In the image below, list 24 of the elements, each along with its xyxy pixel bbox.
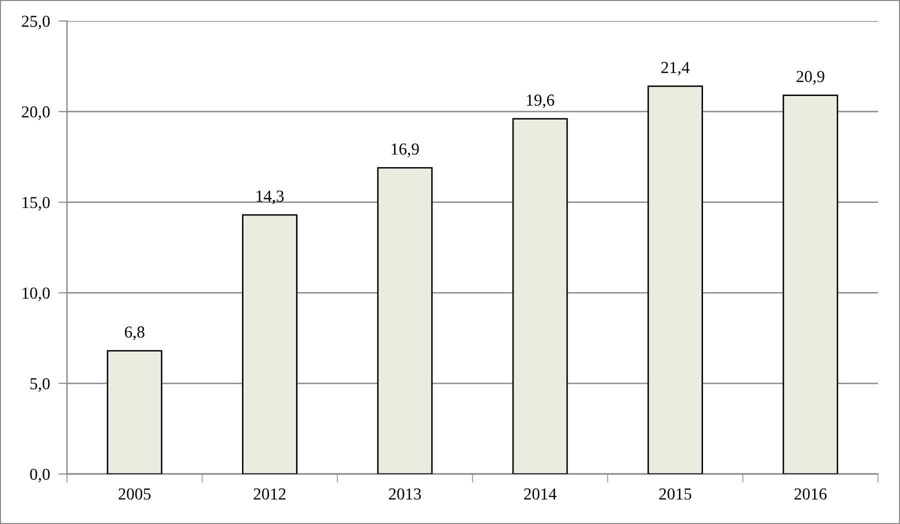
data-label: 6,8 bbox=[124, 326, 144, 340]
data-label: 20,9 bbox=[796, 70, 824, 85]
bar bbox=[512, 118, 568, 474]
bar bbox=[648, 86, 703, 474]
x-tick-label: 2014 bbox=[524, 488, 556, 500]
bar bbox=[377, 167, 433, 474]
y-tick-label: 15,0 bbox=[22, 196, 50, 211]
data-label: 16,9 bbox=[392, 143, 419, 158]
x-tick-label: 2013 bbox=[388, 488, 421, 500]
y-tick-label: 5,0 bbox=[30, 378, 50, 392]
y-tick-label: 25,0 bbox=[22, 16, 50, 30]
bar bbox=[242, 214, 298, 474]
y-tick-label: 0,0 bbox=[30, 468, 50, 482]
x-tick-label: 2015 bbox=[659, 488, 692, 500]
x-tick-label: 2005 bbox=[118, 488, 151, 500]
data-label: 21,4 bbox=[661, 62, 690, 76]
y-tick-label: 10,0 bbox=[22, 288, 50, 302]
data-label: 19,6 bbox=[526, 94, 554, 108]
y-tick-label: 20,0 bbox=[22, 106, 50, 120]
bar bbox=[106, 350, 162, 474]
data-label: 14,3 bbox=[256, 190, 284, 204]
x-tick-label: 2016 bbox=[794, 488, 827, 500]
bar bbox=[782, 94, 838, 474]
x-tick-label: 2012 bbox=[254, 488, 286, 500]
